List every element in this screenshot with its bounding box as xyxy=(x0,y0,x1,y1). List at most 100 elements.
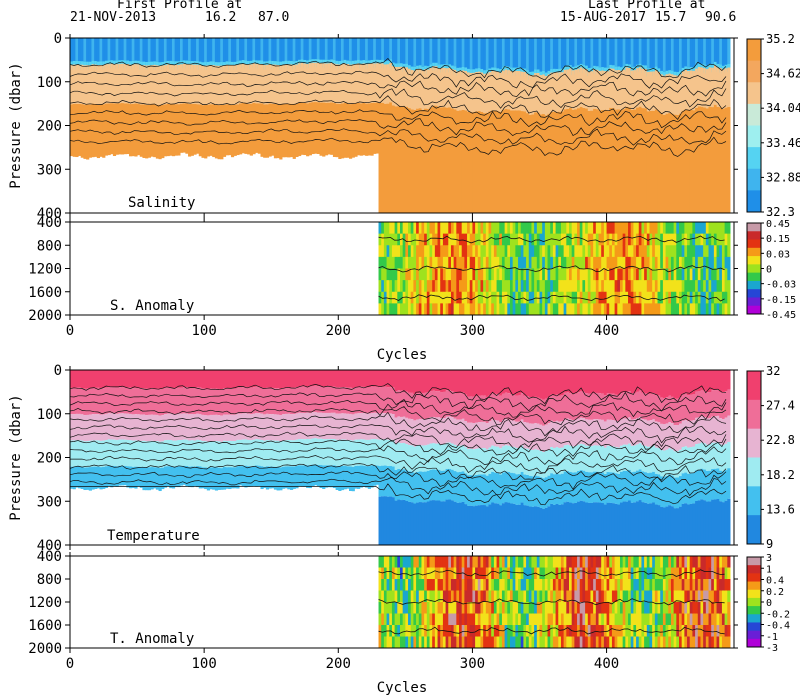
salinity-deep-column xyxy=(343,102,347,158)
temperature-band xyxy=(147,414,151,442)
salinity-mid-column xyxy=(652,71,656,111)
anomaly-cell xyxy=(622,256,626,269)
anomaly-cell xyxy=(649,291,653,304)
temperature-band xyxy=(442,444,447,471)
temperature-band xyxy=(547,506,551,545)
temperature-band xyxy=(480,395,484,422)
anomaly-cell xyxy=(480,567,484,580)
anomaly-cell xyxy=(496,636,500,649)
temperature-band xyxy=(252,387,256,414)
temperature-band xyxy=(700,389,704,417)
anomaly-cell xyxy=(649,602,653,614)
salinity-surface-column xyxy=(134,38,138,65)
anomaly-cell xyxy=(413,579,417,591)
temperature-band xyxy=(289,387,294,414)
anomaly-cell xyxy=(582,222,586,235)
anomaly-cell xyxy=(614,222,618,235)
anomaly-cell xyxy=(509,303,514,316)
anomaly-cell xyxy=(654,602,659,614)
panel-label: Salinity xyxy=(128,195,195,211)
temperature-band xyxy=(198,370,202,388)
salinity-mid-column xyxy=(311,62,315,103)
temperature-band xyxy=(362,439,366,466)
anomaly-cell xyxy=(713,567,718,580)
salinity-mid-column xyxy=(94,64,98,104)
anomaly-cell xyxy=(534,636,538,649)
anomaly-cell xyxy=(402,613,406,626)
y-tick-label: 800 xyxy=(37,238,62,254)
temperature-band xyxy=(633,419,637,446)
temperature-band xyxy=(316,386,321,413)
anomaly-cell xyxy=(705,613,710,626)
anomaly-cell xyxy=(515,268,519,281)
anomaly-cell xyxy=(711,613,715,626)
anomaly-cell xyxy=(485,245,490,258)
temperature-band xyxy=(247,370,251,388)
temperature-band xyxy=(727,370,731,390)
anomaly-cell xyxy=(638,291,642,304)
anomaly-cell xyxy=(555,613,559,626)
salinity-deep-column xyxy=(512,110,516,213)
anomaly-cell xyxy=(617,280,621,293)
x-tick-label: 400 xyxy=(594,656,619,672)
anomaly-cell xyxy=(713,233,718,246)
anomaly-cell xyxy=(692,303,696,316)
temperature-band xyxy=(491,471,495,503)
salinity-deep-column xyxy=(182,103,186,153)
anomaly-cell xyxy=(434,291,439,304)
anomaly-cell xyxy=(391,291,396,304)
anomaly-cell xyxy=(477,268,481,281)
anomaly-cell xyxy=(459,625,463,637)
temperature-band xyxy=(611,472,616,504)
temperature-band xyxy=(437,391,441,418)
anomaly-cell xyxy=(485,636,490,649)
temperature-band xyxy=(646,420,650,447)
anomaly-cell xyxy=(724,280,728,293)
temperature-band xyxy=(705,470,710,502)
colorbar-segment xyxy=(747,565,761,574)
temperature-band xyxy=(314,385,318,412)
salinity-surface-column xyxy=(464,38,468,71)
salinity-mid-column xyxy=(171,64,176,105)
temperature-band xyxy=(204,467,208,490)
salinity-deep-column xyxy=(201,105,205,158)
anomaly-cell xyxy=(421,625,425,637)
temperature-band xyxy=(330,412,334,440)
anomaly-cell xyxy=(705,233,710,246)
anomaly-cell xyxy=(413,268,417,281)
temperature-band xyxy=(408,501,412,545)
anomaly-cell xyxy=(526,303,530,316)
temperature-band xyxy=(399,390,404,417)
anomaly-cell xyxy=(402,556,406,568)
anomaly-cell xyxy=(493,222,498,235)
temperature-band xyxy=(644,472,648,503)
salinity-surface-column xyxy=(236,38,240,65)
anomaly-cell xyxy=(499,245,503,258)
anomaly-cell xyxy=(437,268,441,281)
temperature-band xyxy=(171,466,176,489)
salinity-deep-column xyxy=(273,104,278,159)
anomaly-cell xyxy=(595,268,600,281)
temperature-band xyxy=(292,387,296,415)
anomaly-cell xyxy=(638,303,642,316)
temperature-band xyxy=(617,421,621,448)
anomaly-cell xyxy=(641,222,645,235)
temperature-band xyxy=(332,465,337,489)
anomaly-cell xyxy=(472,233,476,246)
anomaly-cell xyxy=(512,280,516,293)
anomaly-cell xyxy=(587,245,591,258)
salinity-mid-column xyxy=(442,67,447,108)
anomaly-cell xyxy=(480,268,484,281)
anomaly-cell xyxy=(424,268,428,281)
salinity-surface-column xyxy=(477,38,481,72)
anomaly-cell xyxy=(711,256,715,269)
temperature-band xyxy=(421,502,425,545)
salinity-deep-column xyxy=(252,102,256,155)
anomaly-cell xyxy=(571,222,575,235)
temperature-band xyxy=(614,370,618,395)
salinity-mid-column xyxy=(619,70,624,111)
temperature-band xyxy=(569,502,573,545)
anomaly-cell xyxy=(555,256,559,269)
temperature-band xyxy=(719,370,723,392)
anomaly-cell xyxy=(421,280,425,293)
